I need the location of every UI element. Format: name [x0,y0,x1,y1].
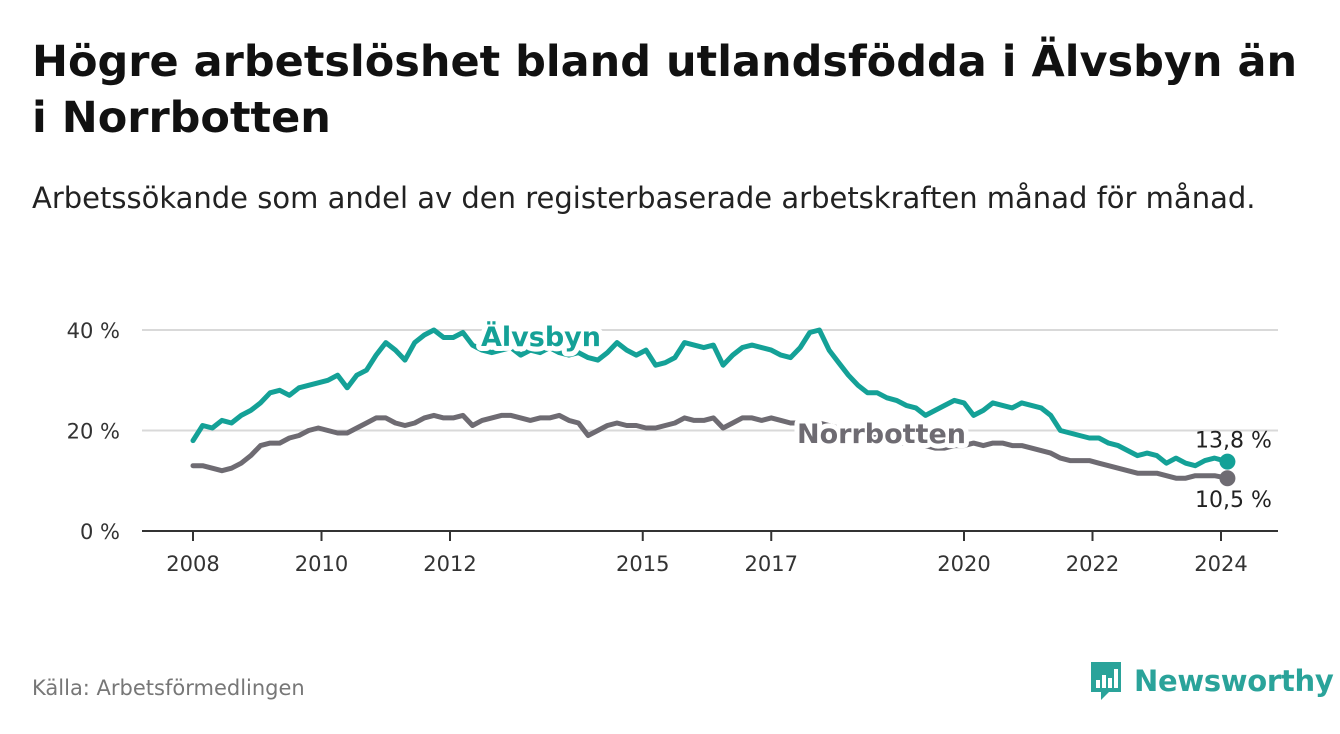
y-tick-label: 20 % [67,420,120,444]
end-value-label-alvsbyn: 13,8 % [1195,429,1272,454]
y-tick-label: 0 % [80,520,120,544]
series-line-alvsbyn [190,327,1230,469]
x-tick-label: 2024 [1194,552,1247,576]
x-tick-label: 2012 [423,552,476,576]
brand-name: Newsworthy [1134,664,1334,698]
y-tick-label: 40 % [67,319,120,343]
end-point-norrbotten [1219,470,1236,487]
series-label-norrbotten: Norrbotten [797,419,966,450]
series-line-norrbotten [190,412,1230,481]
end-point-alvsbyn [1219,453,1236,470]
series-labels: Älvsbyn Norrbotten 13,8 % 10,5 % [476,316,1272,513]
x-tick-label: 2008 [166,552,219,576]
x-axis: 2008 2010 2012 2015 2017 2020 2022 2024 [142,530,1278,576]
x-tick-label: 2022 [1066,552,1119,576]
series-label-alvsbyn: Älvsbyn [481,321,601,353]
x-tick-label: 2010 [295,552,348,576]
series-lines [190,327,1230,481]
x-tick-label: 2017 [745,552,798,576]
chart-title: Högre arbetslöshet bland utlandsfödda i … [32,37,1298,143]
chart-subtitle: Arbetssökande som andel av den registerb… [32,181,1256,215]
newsworthy-logo-icon [1091,662,1121,700]
x-tick-label: 2020 [937,552,990,576]
end-value-label-norrbotten: 10,5 % [1195,488,1272,513]
source-note: Källa: Arbetsförmedlingen [32,676,305,700]
y-axis: 0 % 20 % 40 % [67,319,120,544]
newsworthy-brand[interactable]: Newsworthy [1088,660,1334,702]
x-tick-label: 2015 [616,552,669,576]
